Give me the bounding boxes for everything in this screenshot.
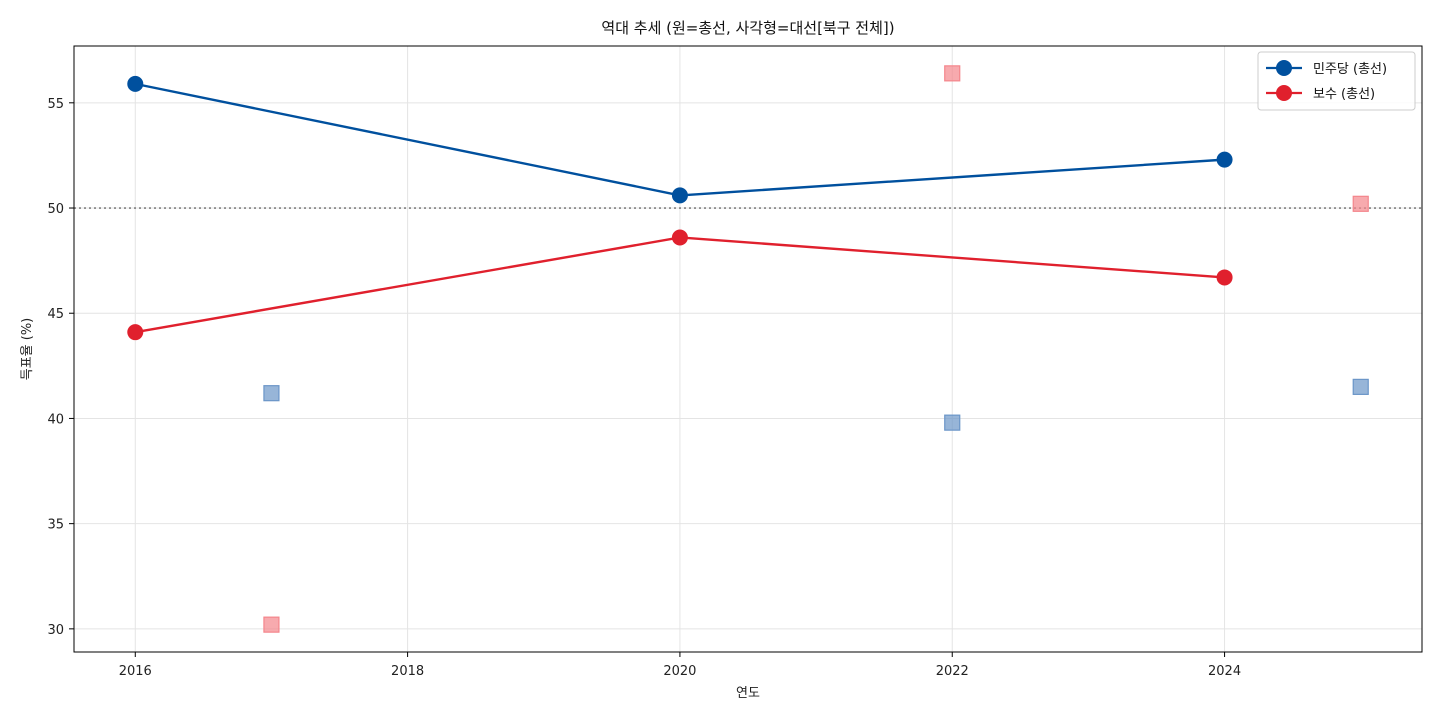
data-point-square: [944, 414, 961, 431]
data-point-circle: [127, 75, 144, 92]
y-axis-ticks: 30 35 40 45 50 55: [47, 97, 74, 638]
y-axis-title: 득표율 (%): [20, 318, 35, 381]
x-tick-label: 2018: [391, 664, 424, 679]
data-point-circle: [671, 229, 688, 246]
data-point-circle: [127, 324, 144, 341]
y-tick-label: 30: [47, 623, 64, 638]
legend-marker-democratic: [1276, 60, 1292, 76]
x-tick-label: 2020: [663, 664, 696, 679]
x-axis-title: 연도: [736, 686, 760, 701]
x-tick-label: 2024: [1208, 664, 1241, 679]
x-axis-ticks: 2016 2018 2020 2022 2024: [119, 652, 1241, 679]
data-point-circle: [1216, 151, 1233, 168]
y-tick-label: 55: [47, 97, 64, 112]
legend: 민주당 (총선) 보수 (총선): [1257, 51, 1416, 111]
x-tick-label: 2022: [936, 664, 969, 679]
data-point-square: [263, 616, 280, 633]
grid: [74, 46, 1422, 652]
plot-frame: [73, 45, 1423, 653]
legend-marker-conservative: [1276, 85, 1292, 101]
y-tick-label: 40: [47, 412, 64, 427]
legend-label-conservative: 보수 (총선): [1313, 87, 1375, 102]
data-point-square: [1352, 378, 1369, 395]
data-point-square: [1352, 195, 1369, 212]
data-points: [127, 65, 1369, 633]
x-tick-label: 2016: [119, 664, 152, 679]
legend-box: [1257, 51, 1416, 111]
data-point-circle: [1216, 269, 1233, 286]
data-point-circle: [671, 187, 688, 204]
data-point-square: [263, 385, 280, 402]
y-tick-label: 35: [47, 518, 64, 533]
data-point-square: [944, 65, 961, 82]
chart-title: 역대 추세 (원=총선, 사각형=대선[북구 전체]): [601, 19, 894, 37]
y-tick-label: 45: [47, 307, 64, 322]
y-tick-label: 50: [47, 202, 64, 217]
legend-label-democratic: 민주당 (총선): [1313, 62, 1387, 77]
